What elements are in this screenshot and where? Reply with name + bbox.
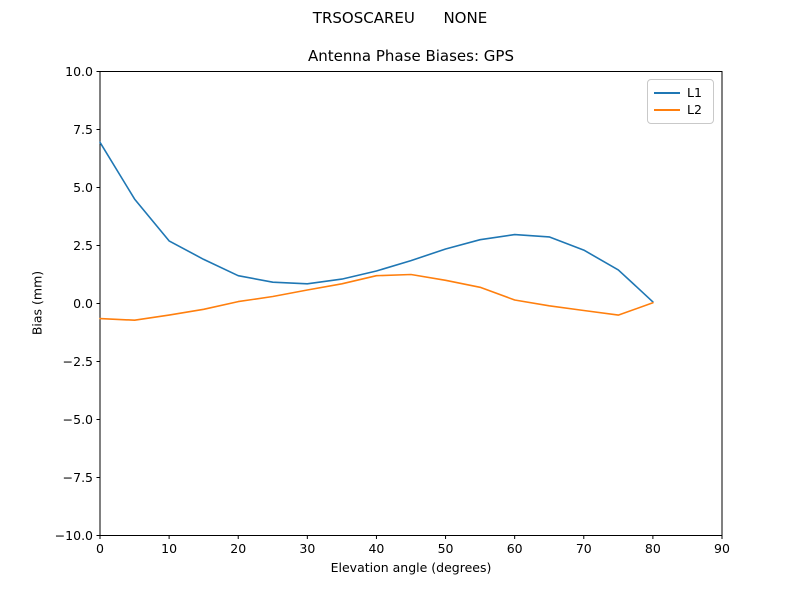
x-tick-label: 80	[645, 541, 661, 556]
figure-suptitle: TRSOSCAREU NONE	[312, 9, 488, 27]
legend-item-l1: L1	[654, 84, 707, 100]
x-tick-label: 0	[96, 541, 104, 556]
y-tick-label: −5.0	[63, 412, 93, 427]
x-tick-label: 50	[438, 541, 454, 556]
x-tick-label: 70	[576, 541, 592, 556]
legend-label-l2: L2	[687, 102, 702, 117]
series-l2-line	[99, 273, 654, 322]
y-tick-label: 2.5	[73, 238, 93, 253]
x-axis-label: Elevation angle (degrees)	[330, 560, 492, 575]
y-tick-label: −10.0	[55, 528, 93, 543]
legend: L1 L2	[647, 79, 714, 124]
l2-line-swatch	[654, 109, 680, 112]
y-tick-label: 5.0	[73, 180, 93, 195]
legend-item-l2: L2	[654, 102, 707, 117]
x-tick-label: 40	[368, 541, 384, 556]
y-tick-label: 10.0	[65, 64, 93, 79]
x-tick-label: 10	[161, 541, 177, 556]
chart-title: Antenna Phase Biases: GPS	[308, 47, 514, 65]
series-l1-line	[99, 141, 654, 303]
plot-border	[99, 71, 723, 536]
x-tick-label: 20	[230, 541, 246, 556]
y-tick-label: −2.5	[63, 354, 93, 369]
x-tick-label: 60	[507, 541, 523, 556]
y-axis-label: Bias (mm)	[29, 270, 45, 336]
y-tick-label: −7.5	[63, 470, 93, 485]
y-tick-label: 0.0	[73, 296, 93, 311]
y-tick-label: 7.5	[73, 122, 93, 137]
legend-label-l1: L1	[687, 84, 702, 100]
x-tick-label: 30	[299, 541, 315, 556]
x-tick-label: 90	[714, 541, 730, 556]
l1-line-swatch	[654, 91, 680, 94]
